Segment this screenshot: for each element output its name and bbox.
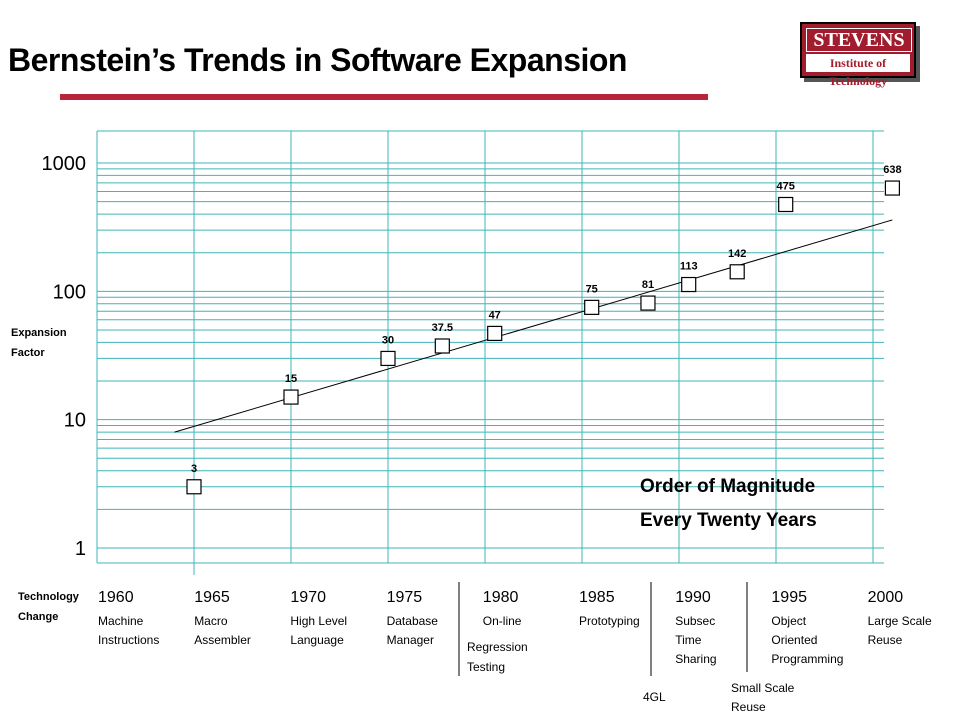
- y-axis-label: Expansion: [11, 327, 67, 339]
- annotation-text: Order of Magnitude: [640, 476, 815, 497]
- data-label: 75: [586, 283, 598, 295]
- extra-tech-label: Small Scale: [731, 681, 795, 695]
- tech-label: Programming: [771, 652, 843, 666]
- x-year-label: 1965: [194, 589, 230, 606]
- data-label: 638: [883, 164, 901, 176]
- extra-tech-label: Regression: [467, 640, 528, 654]
- data-point: [434, 338, 450, 354]
- slide-title: Bernstein’s Trends in Software Expansion: [8, 42, 627, 78]
- data-label: 3: [191, 463, 197, 475]
- tech-label: Large Scale: [868, 614, 932, 628]
- tech-label: Language: [290, 633, 344, 647]
- x-year-label: 1995: [771, 589, 807, 606]
- data-point: [380, 350, 396, 367]
- x-year-label: 1970: [290, 589, 326, 606]
- data-point: [186, 479, 202, 495]
- data-point: [283, 389, 299, 405]
- x-year-label: 1990: [675, 589, 711, 606]
- x-axis-label: Technology: [18, 591, 80, 603]
- tech-label: Sharing: [675, 652, 716, 666]
- x-year-label: 1975: [387, 589, 423, 606]
- extra-tech-label: Reuse: [731, 700, 766, 714]
- data-label: 142: [728, 248, 746, 260]
- logo-wordmark: STEVENS: [806, 28, 912, 52]
- tech-label: Object: [771, 614, 806, 628]
- tech-label: Instructions: [98, 633, 159, 647]
- trend-line: [174, 219, 893, 433]
- x-year-label: 1980: [483, 589, 519, 606]
- tech-label: High Level: [290, 614, 347, 628]
- data-label: 15: [285, 373, 297, 385]
- logo-subtitle: Institute of Technology: [806, 54, 910, 88]
- tech-label: Manager: [387, 633, 434, 647]
- y-tick-label: 1000: [42, 153, 87, 175]
- tech-label: Database: [387, 614, 439, 628]
- data-point: [487, 325, 503, 342]
- data-point: [884, 180, 901, 196]
- data-label: 37.5: [432, 322, 453, 334]
- tech-label: Prototyping: [579, 614, 640, 628]
- tech-label: Time: [675, 633, 702, 647]
- tech-label: Subsec: [675, 614, 715, 628]
- extra-tech-label: Testing: [467, 660, 505, 674]
- x-year-label: 2000: [868, 589, 904, 606]
- tech-label: Macro: [194, 614, 228, 628]
- data-label: 475: [777, 180, 795, 192]
- data-point: [584, 299, 600, 315]
- data-point: [778, 196, 794, 213]
- tech-label: Assembler: [194, 633, 251, 647]
- tech-label: Machine: [98, 614, 144, 628]
- data-label: 113: [680, 261, 698, 273]
- data-point: [729, 264, 745, 280]
- data-point: [640, 295, 656, 311]
- title-underline: [60, 94, 708, 100]
- data-point: [681, 276, 697, 293]
- stevens-logo: STEVENS Institute of Technology: [800, 22, 916, 88]
- data-label: 47: [489, 309, 501, 321]
- y-tick-label: 1: [75, 538, 86, 560]
- tech-label: Reuse: [868, 633, 903, 647]
- tech-label: On-line: [483, 614, 522, 628]
- x-axis-label: Change: [18, 611, 58, 623]
- data-label: 30: [382, 334, 394, 346]
- annotation-text: Every Twenty Years: [640, 510, 817, 531]
- x-year-label: 1960: [98, 589, 134, 606]
- x-year-label: 1985: [579, 589, 615, 606]
- tech-label: Oriented: [771, 633, 817, 647]
- y-tick-label: 100: [53, 281, 86, 303]
- y-tick-label: 10: [64, 410, 86, 432]
- extra-tech-label: 4GL: [643, 690, 666, 704]
- y-axis-label: Factor: [11, 347, 45, 359]
- data-label: 81: [642, 279, 654, 291]
